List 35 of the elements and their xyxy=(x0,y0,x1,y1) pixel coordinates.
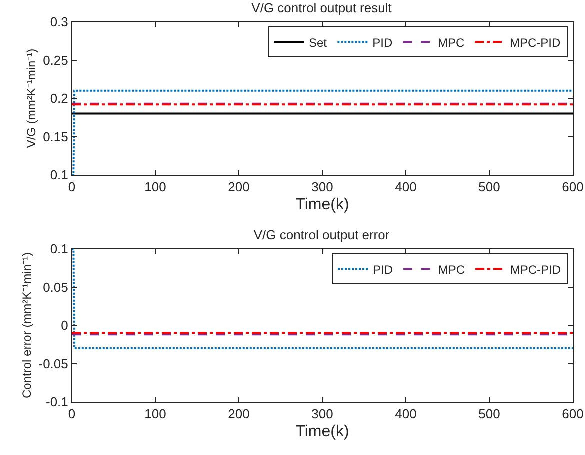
x-tick-label: 100 xyxy=(144,180,166,195)
y-tick-label: 0.05 xyxy=(43,280,68,295)
chart-title: V/G control output result xyxy=(252,0,392,16)
y-tick-label: -0.05 xyxy=(38,356,68,372)
legend-label: MPC xyxy=(438,36,466,50)
x-tick-label: 200 xyxy=(228,406,250,422)
legend-label: Set xyxy=(308,36,328,50)
x-tick-label: 200 xyxy=(228,180,250,195)
x-tick-label: 500 xyxy=(478,406,500,422)
x-tick-label: 400 xyxy=(395,406,417,422)
legend-label: MPC xyxy=(438,262,466,277)
x-axis-title: Time(k) xyxy=(296,423,350,440)
x-tick-label: 600 xyxy=(562,180,584,195)
y-tick-label: 0.1 xyxy=(50,242,68,257)
x-tick-label: 600 xyxy=(562,406,584,422)
y-axis-title: Control error (mm²K⁻¹min⁻¹) xyxy=(20,252,34,398)
x-tick-label: 300 xyxy=(312,180,334,195)
y-tick-label: 0.3 xyxy=(50,14,68,30)
legend-label: MPC-PID xyxy=(510,262,562,277)
x-tick-label: 100 xyxy=(144,406,166,422)
y-tick-label: 0.1 xyxy=(50,168,68,183)
chart-title: V/G control output error xyxy=(254,228,390,243)
legend-label: MPC-PID xyxy=(510,36,562,50)
x-axis-title: Time(k) xyxy=(296,196,350,214)
y-tick-label: -0.1 xyxy=(46,394,68,410)
x-tick-label: 300 xyxy=(312,406,334,422)
y-tick-label: 0 xyxy=(61,318,68,334)
y-axis-title: V/G (mm²K⁻¹min⁻¹) xyxy=(24,48,38,148)
y-tick-label: 0.2 xyxy=(50,91,68,106)
y-tick-label: 0.25 xyxy=(43,52,68,68)
legend-label: PID xyxy=(372,36,394,50)
x-tick-label: 500 xyxy=(478,180,500,195)
x-tick-label: 400 xyxy=(395,180,417,195)
legend-label: PID xyxy=(372,262,394,277)
y-tick-label: 0.15 xyxy=(43,129,68,144)
